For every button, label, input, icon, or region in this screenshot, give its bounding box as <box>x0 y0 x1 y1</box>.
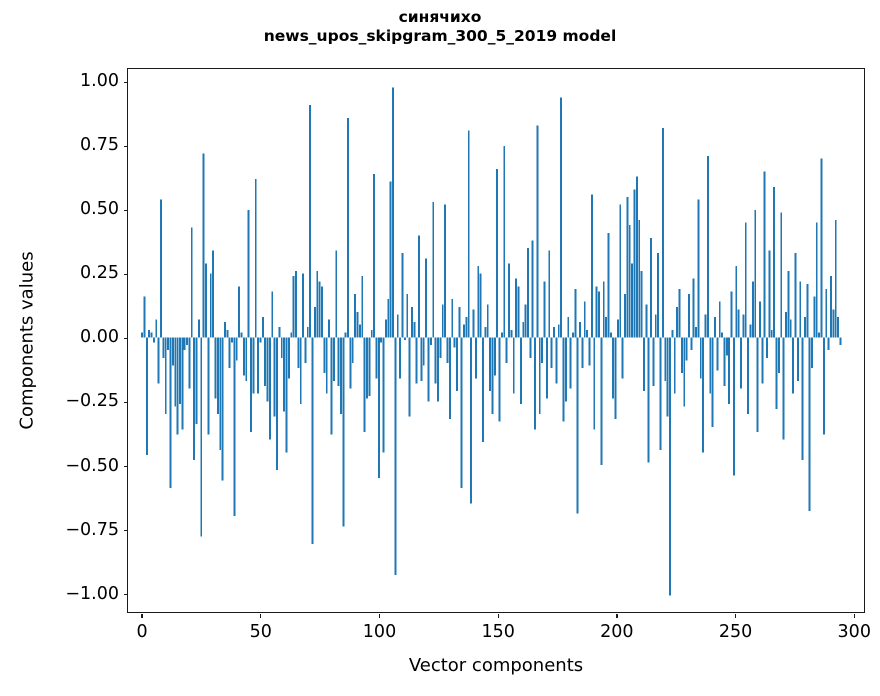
y-tick-label: 1.00 <box>80 71 119 92</box>
x-tick-label: 0 <box>136 622 148 642</box>
x-tick-mark <box>497 614 499 619</box>
y-tick-label: 0.75 <box>80 135 119 156</box>
y-axis-label: Components values <box>16 251 38 430</box>
y-tick-label: −1.00 <box>65 583 119 604</box>
x-tick-mark <box>378 614 381 619</box>
y-tick-label: −0.75 <box>65 519 119 540</box>
x-tick-mark <box>853 614 855 619</box>
y-tick-label: 0.25 <box>80 263 119 284</box>
x-axis-label: Vector components <box>408 655 584 676</box>
y-tick-label: −0.50 <box>65 455 119 476</box>
bar-series <box>141 87 842 596</box>
y-tick-label: 0.00 <box>80 327 119 348</box>
plot-area <box>128 69 864 612</box>
x-tick-mark <box>260 614 262 619</box>
y-tick-mark <box>123 529 128 532</box>
y-tick-label: −0.25 <box>65 391 119 412</box>
x-tick-label: 250 <box>718 622 753 642</box>
chart-title-line-1: синячихо <box>398 8 482 26</box>
y-tick-mark <box>123 337 128 340</box>
y-tick-mark <box>123 145 128 147</box>
x-tick-label: 50 <box>249 622 272 642</box>
y-tick-mark <box>123 465 128 468</box>
x-tick-label: 200 <box>600 622 634 642</box>
chart-title: синячихо news_upos_skipgram_300_5_2019 m… <box>0 8 880 47</box>
x-tick-label: 300 <box>837 622 871 642</box>
x-tick-mark <box>734 614 737 619</box>
y-tick-mark <box>123 401 128 404</box>
y-tick-mark <box>123 273 128 276</box>
chart-title-line-2: news_upos_skipgram_300_5_2019 model <box>263 27 617 46</box>
x-tick-label: 100 <box>362 622 397 642</box>
x-tick-label: 150 <box>481 622 515 642</box>
y-tick-mark <box>123 209 128 211</box>
y-tick-mark <box>123 593 128 596</box>
y-tick-label: 0.50 <box>80 199 119 220</box>
y-tick-mark <box>123 81 128 83</box>
plot-axes: 1.00 0.75 0.50 0.25 0.00 −0.25 −0.50 −0.75 −1.00… <box>65 68 871 642</box>
x-tick-mark <box>616 614 618 619</box>
x-tick-mark <box>141 614 143 619</box>
